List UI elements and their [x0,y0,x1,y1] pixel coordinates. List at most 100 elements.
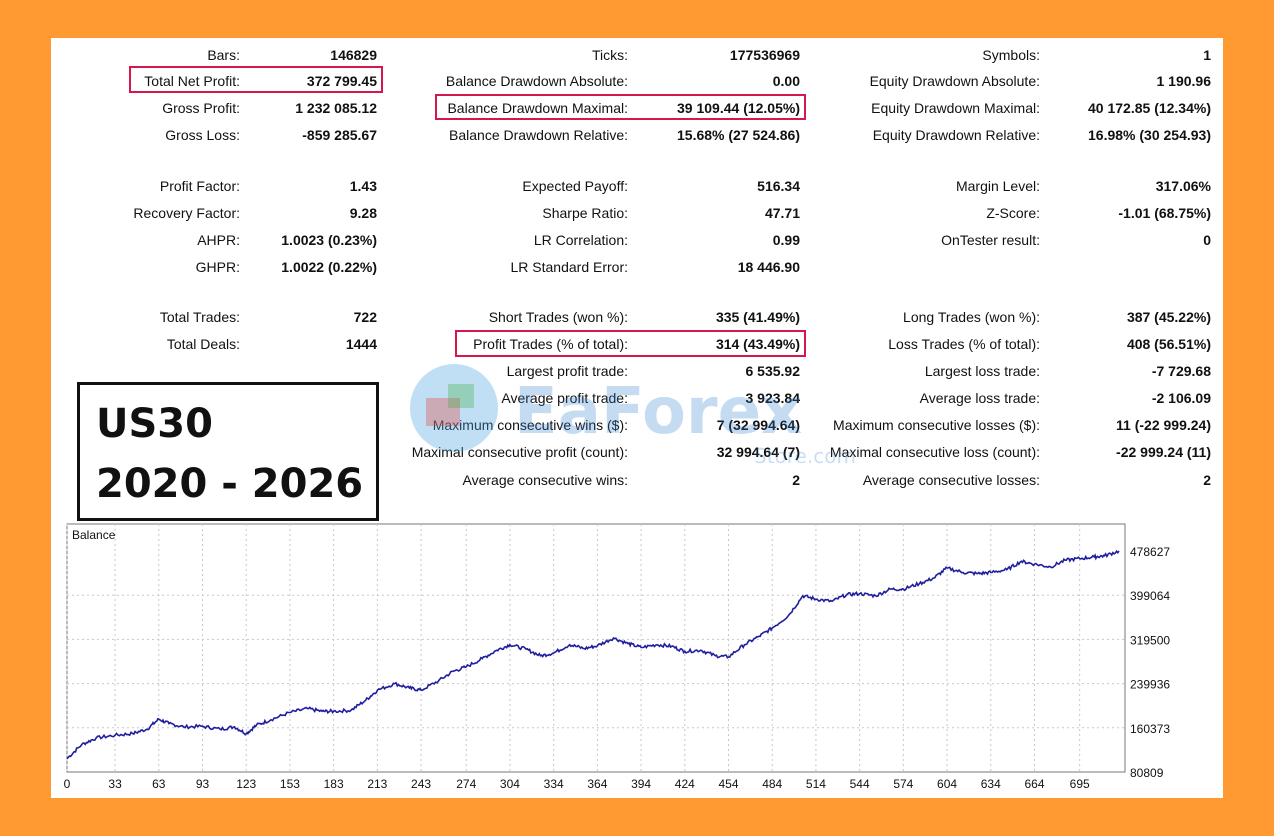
x-tick-label: 574 [893,777,913,791]
stat-value-total-trades: 722 [353,309,377,325]
stat-value-equity-dd-rel: 16.98% (30 254.93) [1088,127,1211,143]
stat-value-short-trades: 335 (41.49%) [715,309,800,325]
stat-value-max-consec-wins: 7 (32 994.64) [716,417,800,433]
x-tick-label: 364 [587,777,607,791]
stat-value-expected-payoff: 516.34 [757,178,800,194]
stat-value-ghpr: 1.0022 (0.22%) [281,259,377,275]
stat-value-total-net-profit: 372 799.45 [306,73,377,89]
x-tick-label: 634 [981,777,1001,791]
x-tick-label: 424 [675,777,695,791]
x-tick-label: 514 [806,777,826,791]
highlight-total-net-profit [129,66,383,93]
stat-value-avg-consec-losses: 2 [1203,472,1211,488]
stat-label-sharpe-ratio: Sharpe Ratio: [542,205,628,221]
stat-label-max-consec-losses: Maximum consecutive losses ($): [833,417,1040,433]
stat-label-total-net-profit: Total Net Profit: [144,73,240,89]
stat-label-maximal-consec-loss: Maximal consecutive loss (count): [829,444,1040,460]
x-tick-label: 153 [280,777,300,791]
stat-label-lr-correlation: LR Correlation: [533,232,628,248]
stat-label-short-trades: Short Trades (won %): [488,309,628,325]
x-tick-label: 0 [64,777,71,791]
stat-label-ahpr: AHPR: [197,232,240,248]
stat-value-largest-loss-trade: -7 729.68 [1151,363,1211,379]
stat-label-total-deals: Total Deals: [166,336,240,352]
stat-label-avg-loss-trade: Average loss trade: [919,390,1040,406]
stat-value-balance-dd-rel: 15.68% (27 524.86) [677,127,800,143]
highlight-profit-trades [455,330,806,357]
stat-label-profit-trades: Profit Trades (% of total): [473,336,628,352]
plot-frame [66,523,1126,773]
x-tick-label: 123 [236,777,256,791]
stat-label-margin-level: Margin Level: [955,178,1040,194]
x-tick-label: 213 [367,777,387,791]
x-tick-label: 243 [411,777,431,791]
stat-label-equity-dd-abs: Equity Drawdown Absolute: [869,73,1040,89]
stat-value-balance-dd-max: 39 109.44 (12.05%) [677,100,800,116]
stat-label-balance-dd-max: Balance Drawdown Maximal: [447,100,628,116]
highlight-balance-dd-max [435,94,806,120]
stat-value-recovery-factor: 9.28 [349,205,377,221]
stat-value-bars: 146829 [330,47,377,63]
x-tick-label: 695 [1070,777,1090,791]
x-tick-label: 604 [937,777,957,791]
stat-value-largest-profit-trade: 6 535.92 [745,363,801,379]
stat-label-balance-dd-abs: Balance Drawdown Absolute: [445,73,628,89]
period-text: 2020 - 2026 [96,461,364,507]
stat-label-lr-std-error: LR Standard Error: [510,259,629,275]
y-tick-label: 160373 [1130,722,1170,736]
stat-label-avg-consec-losses: Average consecutive losses: [862,472,1040,488]
stat-value-balance-dd-abs: 0.00 [772,73,800,89]
stat-value-maximal-consec-loss: -22 999.24 (11) [1116,444,1211,460]
stat-value-max-consec-losses: 11 (-22 999.24) [1116,417,1211,433]
x-tick-label: 63 [152,777,166,791]
stat-value-profit-factor: 1.43 [349,178,377,194]
y-tick-label: 319500 [1130,633,1170,647]
stat-value-sharpe-ratio: 47.71 [764,205,800,221]
stat-label-long-trades: Long Trades (won %): [903,309,1040,325]
x-tick-label: 274 [456,777,476,791]
stat-label-gross-loss: Gross Loss: [165,127,240,143]
stat-value-lr-std-error: 18 446.90 [737,259,800,275]
stat-label-equity-dd-max: Equity Drawdown Maximal: [871,100,1040,116]
stat-label-z-score: Z-Score: [986,205,1040,221]
stat-value-profit-trades: 314 (43.49%) [715,336,800,352]
stat-label-loss-trades: Loss Trades (% of total): [888,336,1040,352]
stat-label-profit-factor: Profit Factor: [159,178,240,194]
symbol-text: US30 [96,401,213,447]
stat-value-total-deals: 1444 [345,336,377,352]
stat-value-equity-dd-abs: 1 190.96 [1156,73,1212,89]
x-tick-label: 664 [1024,777,1044,791]
symbol-period-label: US30 2020 - 2026 [77,382,379,521]
stat-label-recovery-factor: Recovery Factor: [133,205,240,221]
stat-label-balance-dd-rel: Balance Drawdown Relative: [449,127,628,143]
stat-label-total-trades: Total Trades: [159,309,240,325]
stat-label-ticks: Ticks: [591,47,628,63]
stat-value-z-score: -1.01 (68.75%) [1118,205,1211,221]
stat-value-lr-correlation: 0.99 [772,232,800,248]
stat-value-gross-profit: 1 232 085.12 [295,100,377,116]
balance-series-line [66,549,1120,760]
y-tick-label: 80809 [1130,766,1164,780]
stat-value-avg-loss-trade: -2 106.09 [1151,390,1211,406]
stat-value-loss-trades: 408 (56.51%) [1126,336,1211,352]
stat-label-largest-loss-trade: Largest loss trade: [924,363,1040,379]
x-tick-label: 454 [718,777,738,791]
stat-value-long-trades: 387 (45.22%) [1126,309,1211,325]
x-tick-label: 334 [544,777,564,791]
stat-value-symbols: 1 [1203,47,1211,63]
stat-value-gross-loss: -859 285.67 [302,127,377,143]
x-tick-label: 93 [196,777,210,791]
stat-label-symbols: Symbols: [982,47,1040,63]
stat-value-maximal-consec-profit: 32 994.64 (7) [716,444,800,460]
stat-label-avg-consec-wins: Average consecutive wins: [462,472,629,488]
x-tick-label: 394 [631,777,651,791]
x-tick-label: 484 [762,777,782,791]
y-tick-label: 239936 [1130,678,1170,692]
stat-value-ontester-result: 0 [1203,232,1211,248]
stat-value-equity-dd-max: 40 172.85 (12.34%) [1088,100,1211,116]
stat-label-maximal-consec-profit: Maximal consecutive profit (count): [411,444,628,460]
stat-value-ticks: 177536969 [729,47,800,63]
stat-value-avg-profit-trade: 3 923.84 [745,390,801,406]
y-tick-label: 399064 [1130,589,1170,603]
